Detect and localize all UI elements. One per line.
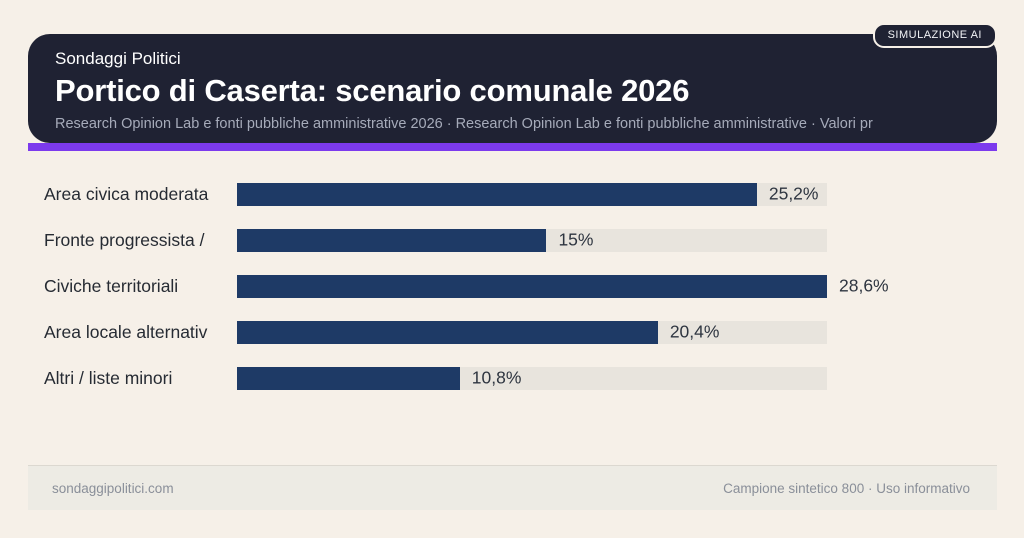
accent-strip <box>28 143 997 151</box>
bar-fill <box>237 182 757 206</box>
bar-fill <box>237 366 460 390</box>
bar-fill <box>237 228 547 252</box>
value-label: 20,4% <box>669 321 720 342</box>
simulation-badge-label: SIMULAZIONE AI <box>887 29 982 41</box>
page-subtitle: Research Opinion Lab e fonti pubbliche a… <box>55 115 873 132</box>
chart-row: Fronte progressista / 15% <box>44 217 994 263</box>
bar-track: 10,8% <box>237 366 827 390</box>
simulation-badge: SIMULAZIONE AI <box>872 23 997 48</box>
category-label: Fronte progressista / <box>44 229 205 250</box>
footer: sondaggipolitici.com Campione sintetico … <box>28 465 997 510</box>
brand-kicker: Sondaggi Politici <box>55 49 181 68</box>
bar-fill <box>237 320 658 344</box>
footer-site: sondaggipolitici.com <box>52 480 174 496</box>
bar-track: 28,6% <box>237 274 889 298</box>
chart-row: Civiche territoriali 28,6% <box>44 263 994 309</box>
bar-track: 15% <box>237 228 827 252</box>
chart-row: Area locale alternativ 20,4% <box>44 309 994 355</box>
bar-chart: Area civica moderata 25,2% Fronte progre… <box>44 171 994 401</box>
category-label: Civiche territoriali <box>44 275 179 296</box>
page-title: Portico di Caserta: scenario comunale 20… <box>55 72 690 108</box>
chart-row: Altri / liste minori 10,8% <box>44 355 994 401</box>
header-card: Sondaggi Politici Portico di Caserta: sc… <box>28 34 997 143</box>
bar-track: 25,2% <box>237 182 827 206</box>
value-label: 25,2% <box>768 183 819 204</box>
footer-note: Campione sintetico 800 · Uso informativo <box>723 480 970 496</box>
category-label: Area civica moderata <box>44 183 209 204</box>
value-label: 28,6% <box>839 275 889 296</box>
bar-track: 20,4% <box>237 320 827 344</box>
value-label: 15% <box>558 229 594 250</box>
category-label: Area locale alternativ <box>44 321 208 342</box>
chart-row: Area civica moderata 25,2% <box>44 171 994 217</box>
value-label: 10,8% <box>471 367 522 388</box>
category-label: Altri / liste minori <box>44 367 173 388</box>
bar-fill <box>237 274 827 298</box>
